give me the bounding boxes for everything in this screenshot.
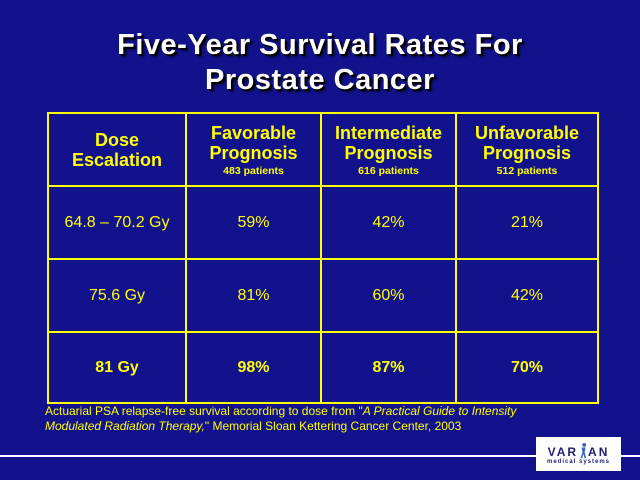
logo-tagline: medical systems [546, 459, 611, 465]
header-label: Intermediate [334, 122, 443, 143]
varian-logo: VAR AN medical systems [536, 437, 621, 471]
value-cell: 59% [185, 185, 322, 260]
table-row: 64.8 – 70.2 Gy 59% 42% 21% [47, 185, 599, 260]
footnote-italic-title: Modulated Radiation Therapy, [45, 419, 205, 433]
dose-cell: 64.8 – 70.2 Gy [47, 185, 187, 260]
page-title: Five-Year Survival Rates For Prostate Ca… [0, 28, 640, 98]
value-cell: 70% [455, 331, 599, 404]
header-label: Dose [94, 129, 139, 150]
survival-table: Dose Escalation Favorable Prognosis 483 … [47, 112, 599, 404]
value-cell: 21% [455, 185, 599, 260]
footnote-text: Actuarial PSA relapse-free survival acco… [45, 404, 363, 418]
header-label: Prognosis [209, 142, 298, 163]
header-label: Prognosis [344, 142, 433, 163]
title-line-2: Prostate Cancer [205, 64, 435, 96]
header-intermediate-prognosis: Intermediate Prognosis 616 patients [320, 112, 457, 187]
value-cell: 42% [320, 185, 457, 260]
header-dose-escalation: Dose Escalation [47, 112, 187, 187]
dose-cell: 75.6 Gy [47, 258, 187, 333]
value-cell: 87% [320, 331, 457, 404]
patients-count: 616 patients [358, 164, 419, 177]
patients-count: 483 patients [223, 164, 284, 177]
title-line-1: Five-Year Survival Rates For [117, 29, 523, 61]
header-label: Escalation [71, 149, 163, 170]
value-cell: 42% [455, 258, 599, 333]
value-cell: 98% [185, 331, 322, 404]
patients-count: 512 patients [496, 164, 558, 177]
header-label: Prognosis [482, 142, 571, 163]
divider-line [0, 455, 640, 457]
brand-text-pre: VAR [547, 445, 579, 459]
table-row: 75.6 Gy 81% 60% 42% [47, 258, 599, 333]
footnote-citation: Actuarial PSA relapse-free survival acco… [45, 404, 605, 434]
table-row: 81 Gy 98% 87% 70% [47, 331, 599, 404]
dose-cell: 81 Gy [47, 331, 187, 404]
varian-brand: VAR AN [547, 443, 610, 459]
person-icon [580, 443, 587, 459]
header-row: Dose Escalation Favorable Prognosis 483 … [47, 112, 599, 187]
header-favorable-prognosis: Favorable Prognosis 483 patients [185, 112, 322, 187]
value-cell: 81% [185, 258, 322, 333]
header-label: Unfavorable [474, 122, 580, 143]
footnote-italic-title: A Practical Guide to Intensity [362, 404, 517, 418]
header-label: Favorable [210, 122, 297, 143]
brand-text-post: AN [588, 445, 610, 459]
value-cell: 60% [320, 258, 457, 333]
footnote-text: " Memorial Sloan Kettering Cancer Center… [204, 419, 462, 433]
header-unfavorable-prognosis: Unfavorable Prognosis 512 patients [455, 112, 599, 187]
